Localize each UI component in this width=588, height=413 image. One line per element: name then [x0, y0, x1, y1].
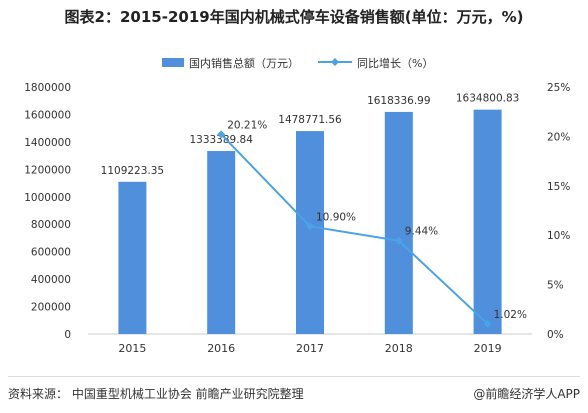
- y2-tick-label: 10%: [547, 230, 570, 242]
- growth-line-series: 20.21% 10.90% 9.44% 1.02%: [217, 119, 527, 328]
- legend-line-marker: [331, 58, 339, 66]
- chart-title: 图表2：2015-2019年国内机械式停车设备销售额(单位：万元，%): [64, 8, 524, 26]
- bar-value-label: 1618336.99: [367, 95, 430, 107]
- growth-point: [483, 319, 492, 328]
- source-note: 资料来源： 中国重型机械工业协会 前瞻产业研究院整理: [8, 387, 304, 401]
- bar: [473, 109, 502, 334]
- bar-series: 1109223.35 1333389.84 1478771.56 1618336.99…: [101, 93, 519, 335]
- y2-tick-label: 25%: [547, 82, 570, 94]
- growth-point: [394, 236, 403, 245]
- x-tick-label: 2019: [474, 342, 502, 355]
- y2-tick-label: 5%: [547, 280, 564, 292]
- y2-tick-label: 0%: [547, 329, 564, 341]
- y-tick-label: 1000000: [24, 192, 71, 204]
- bar-value-label: 1634800.83: [456, 93, 519, 105]
- growth-point: [217, 130, 226, 139]
- legend: 国内销售总额（万元） 同比增长（%）: [162, 56, 433, 70]
- axes: 0 200000 400000 600000 800000 1000000 1200000 1…: [24, 82, 570, 355]
- growth-line: [220, 133, 489, 325]
- bar: [296, 131, 324, 334]
- growth-value-label: 1.02%: [494, 309, 527, 321]
- x-tick-label: 2017: [296, 342, 324, 355]
- y-tick-label: 1800000: [24, 82, 71, 94]
- bar: [384, 111, 413, 335]
- y2-tick-label: 20%: [547, 131, 570, 143]
- bar: [118, 181, 147, 334]
- y-tick-label: 1600000: [24, 109, 71, 121]
- y-tick-label: 200000: [31, 302, 71, 314]
- bar-value-label: 1478771.56: [278, 114, 342, 126]
- bar-value-label: 1333389.84: [189, 134, 253, 146]
- y-tick-label: 800000: [31, 219, 71, 231]
- bar: [207, 151, 236, 334]
- legend-line-label: 同比增长（%）: [357, 56, 433, 70]
- y-tick-label: 600000: [31, 247, 71, 259]
- x-tick-label: 2015: [118, 342, 146, 355]
- bar-value-label: 1109223.35: [101, 165, 164, 177]
- chart: 国内销售总额（万元） 同比增长（%） 0 200000 400000 600000 80…: [24, 56, 570, 355]
- x-tick-label: 2018: [385, 342, 413, 355]
- footer-divider: [8, 376, 580, 377]
- growth-point: [306, 222, 314, 231]
- y-tick-label: 0: [64, 329, 71, 341]
- legend-bar-label: 国内销售总额（万元）: [189, 56, 299, 70]
- y-tick-label: 1200000: [24, 164, 71, 176]
- growth-value-label: 20.21%: [227, 119, 267, 131]
- y-tick-label: 400000: [31, 274, 71, 286]
- y2-tick-label: 15%: [547, 181, 570, 193]
- x-tick-label: 2016: [207, 342, 235, 355]
- growth-value-label: 10.90%: [316, 211, 356, 223]
- y-tick-label: 1400000: [24, 137, 71, 149]
- legend-bar-swatch: [162, 58, 184, 67]
- growth-value-label: 9.44%: [405, 226, 438, 238]
- brand-credit: @前瞻经济学人APP: [473, 387, 580, 401]
